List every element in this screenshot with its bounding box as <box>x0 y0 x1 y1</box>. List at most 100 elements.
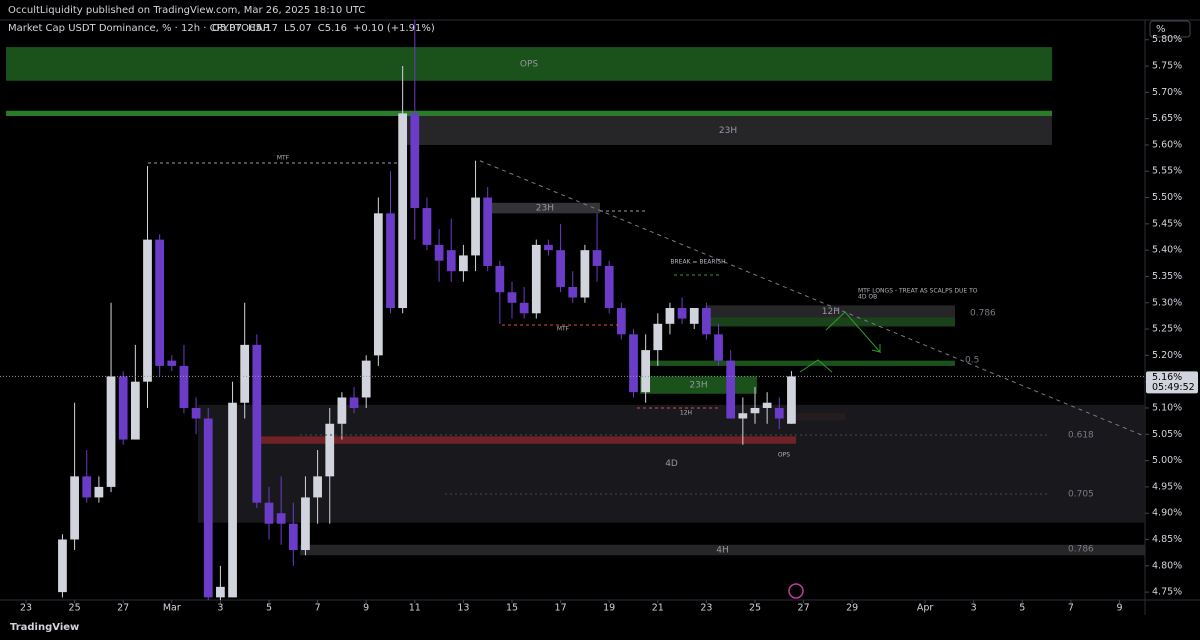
x-tick-label: 11 <box>409 603 421 614</box>
candle-body <box>446 250 456 272</box>
candle-body <box>276 513 286 524</box>
last-price-box <box>1146 371 1198 394</box>
zone-label: 12H <box>822 307 840 317</box>
candle-body <box>143 239 152 382</box>
x-tick-label: Mar <box>163 603 181 614</box>
candle-body <box>94 486 104 498</box>
candle-body <box>762 402 772 408</box>
legend: Market Cap USDT Dominance, % · 12h · CRY… <box>8 23 435 34</box>
zone <box>6 110 1052 117</box>
candle-body <box>58 539 67 593</box>
y-tick-label: 5.30% <box>1152 297 1182 308</box>
annotation: 0.705 <box>1068 490 1094 500</box>
annotation: 0.5 <box>965 356 979 366</box>
candle-body <box>386 213 395 309</box>
candle-body <box>604 265 614 309</box>
candle-body <box>216 586 225 598</box>
y-tick-label: 4.80% <box>1152 560 1182 571</box>
x-tick-label: 27 <box>117 603 129 614</box>
candle-body <box>373 213 383 356</box>
zone <box>258 436 797 444</box>
zone <box>198 404 1145 523</box>
candle-body <box>325 423 335 477</box>
candle-body <box>155 239 165 366</box>
x-tick-label: 3 <box>971 603 977 614</box>
candle-body <box>726 360 736 419</box>
annotation: BREAK = BEARISH <box>670 259 725 266</box>
candle-body <box>179 365 189 408</box>
candle-body <box>264 502 274 524</box>
zone-label: 4D <box>665 459 678 469</box>
x-tick-label: 3 <box>217 603 223 614</box>
candle-body <box>167 360 177 366</box>
x-tick-label: 15 <box>506 603 518 614</box>
zone-label: OPS <box>520 59 539 69</box>
candle-body <box>349 397 359 408</box>
footer-brand: TradingView <box>10 622 79 633</box>
countdown: 05:49:52 <box>1152 382 1195 393</box>
candle-body <box>629 334 638 393</box>
x-tick-label: 29 <box>846 603 858 614</box>
candle-body <box>471 197 480 256</box>
annotation: 0.786 <box>970 309 996 319</box>
candle-body <box>252 344 262 503</box>
zone <box>300 544 1145 556</box>
y-tick-label: 5.35% <box>1152 271 1182 282</box>
y-tick-label: 4.95% <box>1152 481 1182 492</box>
candle-body <box>641 350 651 393</box>
y-tick-label: 5.20% <box>1152 350 1182 361</box>
candle-body <box>203 418 213 598</box>
x-tick-label: 17 <box>555 603 567 614</box>
ohlc-value: C5.16 <box>318 23 347 34</box>
candle-body <box>313 476 322 498</box>
candle-body <box>301 497 310 551</box>
y-tick-label: 5.40% <box>1152 245 1182 256</box>
y-tick-label: 5.70% <box>1152 87 1182 98</box>
x-tick-label: 27 <box>798 603 810 614</box>
annotation: MTF <box>557 326 570 333</box>
candle-body <box>106 376 116 487</box>
y-tick-label: 5.75% <box>1152 61 1182 72</box>
unit-button[interactable] <box>1149 20 1191 38</box>
candle-body <box>422 208 432 245</box>
ohlc-value: O5.07 <box>212 23 242 34</box>
candle-body <box>738 413 748 419</box>
candle-body <box>774 407 784 419</box>
candle-body <box>228 402 237 598</box>
y-tick-label: 4.90% <box>1152 508 1182 519</box>
zone-label: 23H <box>719 126 737 136</box>
candle-body <box>118 376 128 440</box>
candle-body <box>653 323 663 351</box>
annotation: MTF LONGS - TREAT AS SCALPS DUE TO <box>858 288 978 295</box>
candle-body <box>191 407 201 419</box>
x-tick-label: 5 <box>1019 603 1025 614</box>
candle-body <box>556 250 565 287</box>
publisher: OccultLiquidity published on TradingView… <box>8 5 365 16</box>
y-tick-label: 5.65% <box>1152 113 1182 124</box>
x-tick-label: 25 <box>749 603 761 614</box>
y-tick-label: 5.25% <box>1152 324 1182 335</box>
x-tick-label: 7 <box>315 603 321 614</box>
y-tick-label: 5.50% <box>1152 192 1182 203</box>
zone <box>489 202 600 214</box>
y-tick-label: 5.05% <box>1152 429 1182 440</box>
candle-body <box>519 302 529 314</box>
candle-body <box>531 244 541 314</box>
unit-button-label[interactable]: % <box>1156 24 1166 35</box>
candle-body <box>459 255 468 272</box>
alert-icon[interactable] <box>788 583 804 599</box>
arrow-up <box>799 359 833 373</box>
y-tick-label: 4.85% <box>1152 534 1182 545</box>
candle-body <box>288 523 298 551</box>
candle-body <box>398 113 408 309</box>
overlay <box>148 162 1050 599</box>
candle-body <box>568 286 578 298</box>
y-tick-label: 5.00% <box>1152 455 1182 466</box>
zone <box>706 305 955 318</box>
candle-body <box>665 308 675 324</box>
candle-body <box>592 250 602 266</box>
y-tick-label: 5.45% <box>1152 218 1182 229</box>
y-tick-label: 4.75% <box>1152 587 1182 598</box>
arrow-path <box>825 311 882 353</box>
candle-body <box>130 381 140 440</box>
